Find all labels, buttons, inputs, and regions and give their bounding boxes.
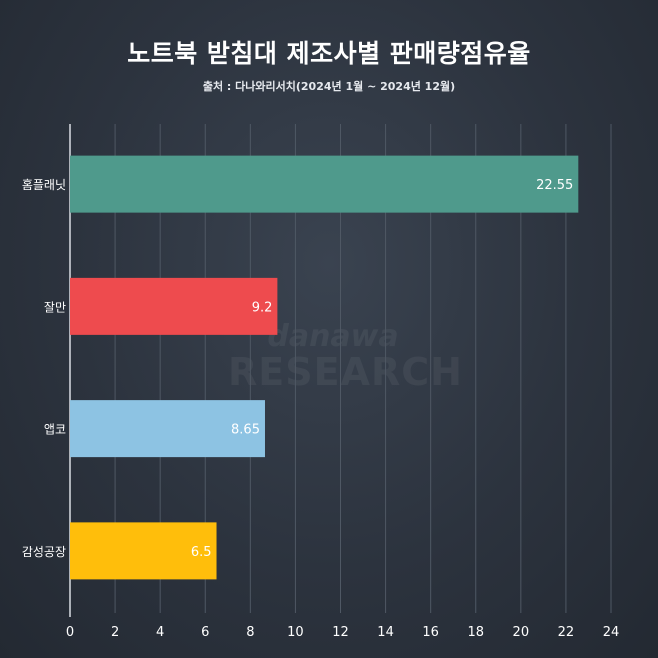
x-tick-label: 16: [422, 625, 439, 640]
x-tick-label: 12: [332, 625, 349, 640]
x-tick-label: 0: [66, 625, 74, 640]
bar: [70, 277, 278, 335]
bar: [70, 522, 217, 580]
category-label: 감성공장: [22, 545, 66, 559]
category-label: 홈플래닛: [22, 178, 66, 192]
x-tick-label: 2: [111, 625, 119, 640]
x-tick-label: 24: [603, 625, 620, 640]
category-label: 앱코: [44, 423, 66, 437]
category-label: 잘만: [44, 300, 66, 314]
x-tick-label: 14: [377, 625, 394, 640]
x-tick-label: 22: [558, 625, 575, 640]
bar: [70, 400, 265, 458]
bar-value-label: 22.55: [536, 178, 573, 193]
x-tick-label: 8: [246, 625, 254, 640]
bar-value-label: 6.5: [191, 545, 212, 560]
x-tick-label: 20: [513, 625, 530, 640]
x-tick-label: 18: [467, 625, 484, 640]
x-tick-label: 6: [201, 625, 209, 640]
bar: [70, 155, 579, 213]
x-tick-label: 4: [156, 625, 164, 640]
bar-value-label: 9.2: [252, 300, 273, 315]
bar-value-label: 8.65: [231, 423, 260, 438]
chart-title: 노트북 받침대 제조사별 판매량점유율: [127, 39, 531, 68]
chart-subtitle: 출처 : 다나와리서치(2024년 1월 ~ 2024년 12월): [202, 80, 456, 93]
x-tick-label: 10: [287, 625, 304, 640]
